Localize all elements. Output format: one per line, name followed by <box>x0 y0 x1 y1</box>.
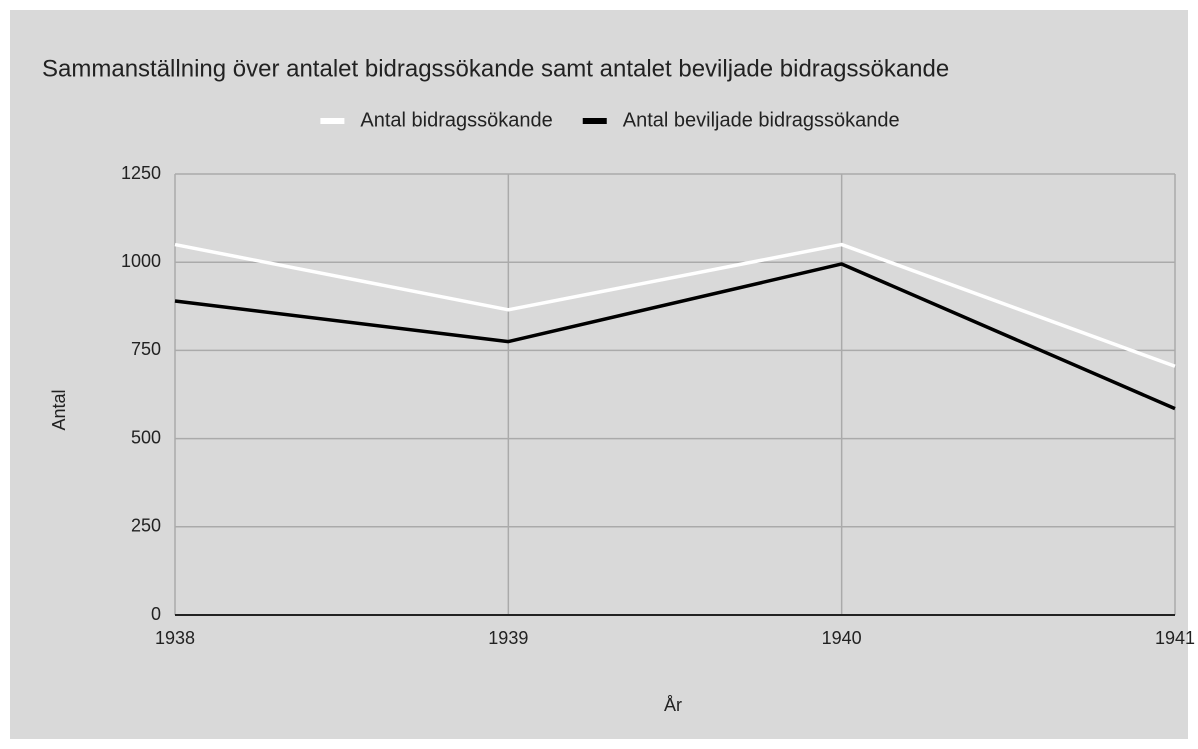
y-tick-label: 0 <box>151 604 161 624</box>
chart-background <box>10 10 1188 739</box>
y-tick-label: 1250 <box>121 163 161 183</box>
x-tick-label: 1940 <box>822 628 862 648</box>
legend-label: Antal bidragssökande <box>360 109 552 131</box>
x-axis-label: År <box>664 695 682 715</box>
y-tick-label: 250 <box>131 516 161 536</box>
y-tick-label: 1000 <box>121 251 161 271</box>
x-tick-label: 1939 <box>488 628 528 648</box>
series-line <box>174 262 1176 411</box>
y-tick-label: 500 <box>131 427 161 447</box>
x-tick-label: 1938 <box>155 628 195 648</box>
series-line <box>174 242 1176 368</box>
chart-title: Sammanställning över antalet bidragssöka… <box>42 55 949 82</box>
y-axis-label: Antal <box>49 389 69 430</box>
y-tick-label: 750 <box>131 339 161 359</box>
x-tick-label: 1941 <box>1155 628 1195 648</box>
legend-label: Antal beviljade bidragssökande <box>623 109 900 131</box>
